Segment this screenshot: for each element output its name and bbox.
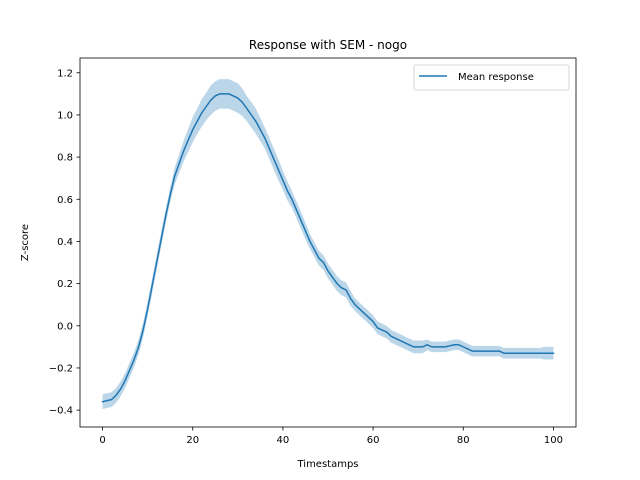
chart-marks — [101, 79, 555, 410]
chart-title: Response with SEM - nogo — [249, 38, 407, 52]
y-tick-label: 0.6 — [57, 195, 73, 206]
y-tick-label: 0.8 — [57, 153, 73, 164]
y-tick-label: −0.2 — [49, 364, 73, 375]
y-axis-ticks: −0.4 −0.2 0.0 0.2 0.4 0.6 0.8 1.0 1.2 — [49, 68, 80, 417]
plot-background — [80, 58, 576, 427]
x-tick-label: 0 — [99, 435, 105, 446]
y-tick-label: 1.0 — [57, 111, 73, 122]
y-tick-label: 0.0 — [57, 321, 73, 332]
x-axis-ticks: 0 20 40 60 80 100 — [99, 427, 563, 446]
y-tick-label: −0.4 — [49, 406, 73, 417]
legend-box — [413, 64, 570, 91]
axes-frame — [79, 57, 577, 428]
x-tick-label: 20 — [186, 435, 199, 446]
x-tick-label: 80 — [457, 435, 470, 446]
legend: Mean response — [413, 64, 570, 91]
x-tick-label: 100 — [544, 435, 563, 446]
plot-area: 0 20 40 60 80 100 −0.4 −0.2 0.0 0.2 0.4 0.6 0.8 1.0 1… — [49, 57, 577, 446]
mean-response-line — [101, 93, 555, 403]
legend-entry-label: Mean response — [458, 72, 534, 83]
y-tick-label: 0.4 — [57, 237, 73, 248]
y-tick-label: 0.2 — [57, 279, 73, 290]
x-tick-label: 40 — [277, 435, 290, 446]
y-tick-label: 1.2 — [57, 68, 73, 79]
x-axis-label: Timestamps — [296, 459, 358, 470]
y-axis-label: Z-score — [20, 224, 31, 261]
x-tick-label: 60 — [367, 435, 380, 446]
